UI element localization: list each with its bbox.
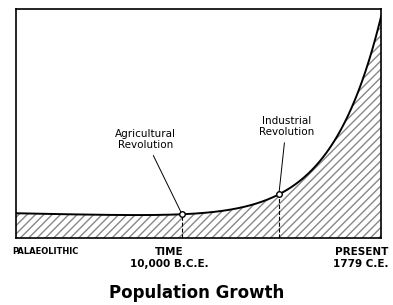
- Text: PALAEOLITHIC: PALAEOLITHIC: [12, 247, 79, 256]
- Text: Agricultural
Revolution: Agricultural Revolution: [115, 129, 181, 212]
- Text: Industrial
Revolution: Industrial Revolution: [259, 116, 314, 192]
- Text: TIME
10,000 B.C.E.: TIME 10,000 B.C.E.: [130, 247, 209, 269]
- Text: PRESENT
1779 C.E.: PRESENT 1779 C.E.: [333, 247, 389, 269]
- Text: Population Growth: Population Growth: [109, 284, 284, 302]
